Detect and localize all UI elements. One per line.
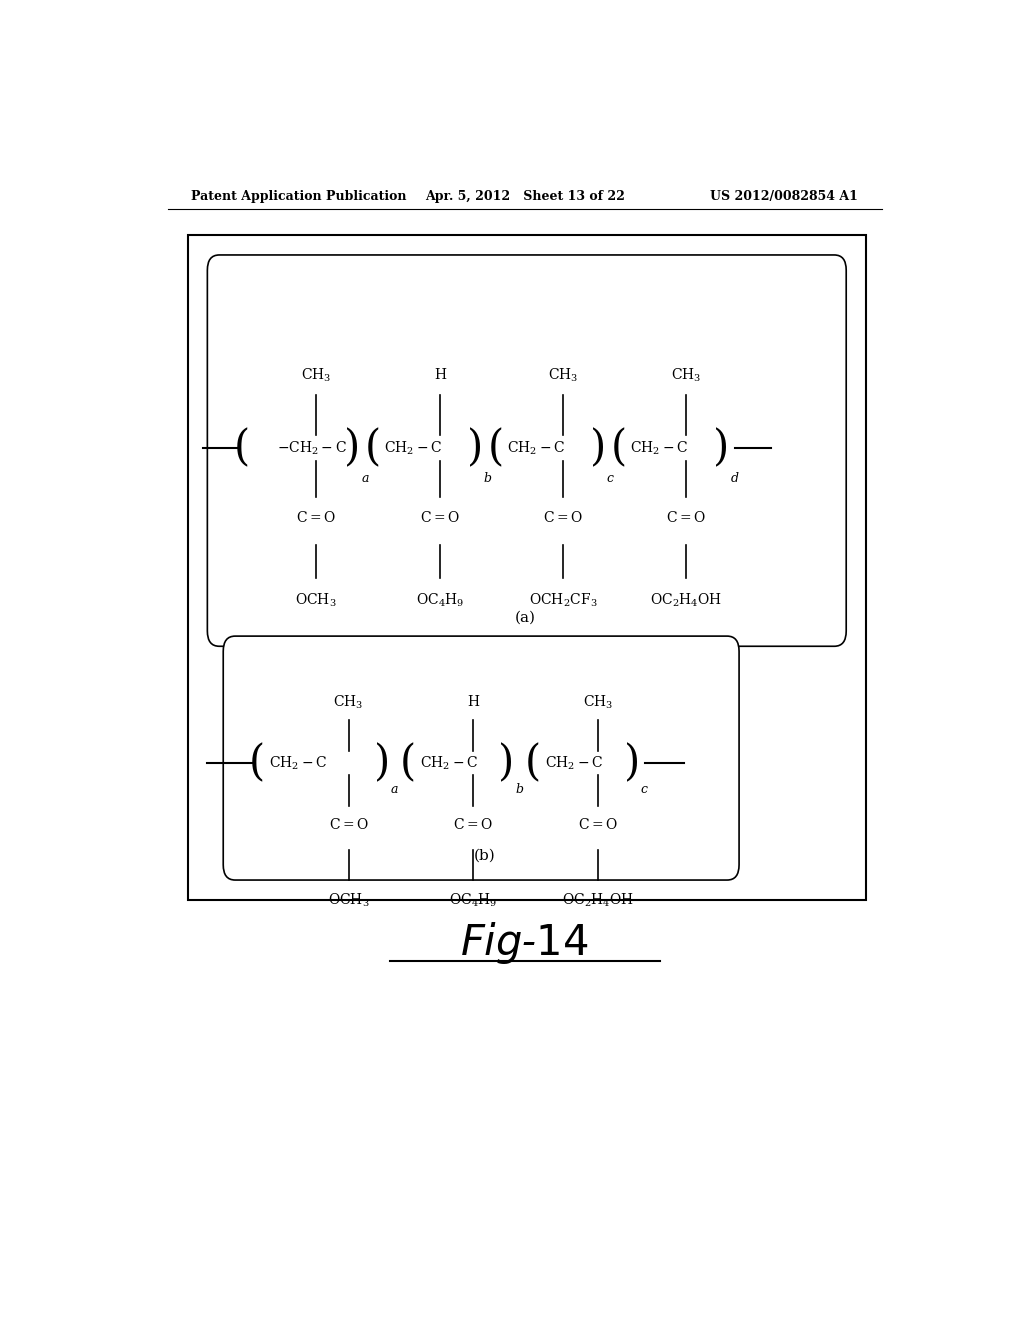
Text: Patent Application Publication: Patent Application Publication — [191, 190, 407, 202]
Text: H: H — [434, 368, 445, 381]
Text: $\mathregular{C=O}$: $\mathregular{C=O}$ — [454, 817, 494, 832]
Text: (b): (b) — [474, 849, 496, 863]
Text: $\it{Fig}$-$\it{14}$: $\it{Fig}$-$\it{14}$ — [461, 920, 589, 966]
Text: $\mathregular{C=O}$: $\mathregular{C=O}$ — [543, 510, 583, 524]
Text: ): ) — [374, 742, 390, 784]
FancyBboxPatch shape — [207, 255, 846, 647]
Text: (: ( — [365, 428, 381, 469]
FancyBboxPatch shape — [223, 636, 739, 880]
Text: (: ( — [610, 428, 627, 469]
Text: d: d — [730, 473, 738, 484]
Text: $\mathregular{OC_2H_4OH}$: $\mathregular{OC_2H_4OH}$ — [650, 591, 722, 610]
Text: $\mathregular{CH_2}-\mathregular{C}$: $\mathregular{CH_2}-\mathregular{C}$ — [631, 440, 688, 457]
Text: (: ( — [524, 742, 541, 784]
Text: H: H — [467, 696, 479, 709]
Text: $\mathregular{C=O}$: $\mathregular{C=O}$ — [329, 817, 369, 832]
Text: Apr. 5, 2012   Sheet 13 of 22: Apr. 5, 2012 Sheet 13 of 22 — [425, 190, 625, 202]
Text: $\mathregular{OC_4H_9}$: $\mathregular{OC_4H_9}$ — [449, 892, 498, 909]
Text: $\mathregular{CH_2}-\mathregular{C}$: $\mathregular{CH_2}-\mathregular{C}$ — [507, 440, 565, 457]
Text: US 2012/0082854 A1: US 2012/0082854 A1 — [711, 190, 858, 202]
Text: $\mathregular{OCH_2CF_3}$: $\mathregular{OCH_2CF_3}$ — [528, 591, 597, 610]
Text: (a): (a) — [514, 611, 536, 624]
Text: b: b — [483, 473, 492, 484]
Text: (: ( — [487, 428, 504, 469]
Text: $\mathregular{C=O}$: $\mathregular{C=O}$ — [578, 817, 617, 832]
Text: (: ( — [249, 742, 265, 784]
Text: b: b — [515, 783, 523, 796]
Text: $\mathregular{OCH_3}$: $\mathregular{OCH_3}$ — [328, 892, 370, 909]
Text: $\mathregular{CH_3}$: $\mathregular{CH_3}$ — [583, 693, 613, 711]
Text: $\mathregular{CH_2}-\mathregular{C}$: $\mathregular{CH_2}-\mathregular{C}$ — [545, 755, 603, 772]
Text: ): ) — [344, 428, 360, 469]
Text: $\mathregular{CH_3}$: $\mathregular{CH_3}$ — [301, 366, 331, 384]
Text: (: ( — [233, 428, 250, 469]
Bar — [187, 235, 866, 900]
Text: $\mathregular{C=O}$: $\mathregular{C=O}$ — [296, 510, 336, 524]
Text: ): ) — [624, 742, 640, 784]
Text: $\mathregular{OC_4H_9}$: $\mathregular{OC_4H_9}$ — [416, 591, 464, 610]
Text: ): ) — [714, 428, 730, 469]
Text: a: a — [391, 783, 398, 796]
Text: $\mathregular{CH_3}$: $\mathregular{CH_3}$ — [548, 366, 579, 384]
Text: $\mathregular{CH_3}$: $\mathregular{CH_3}$ — [334, 693, 364, 711]
Text: c: c — [606, 473, 613, 484]
Text: $\mathregular{CH_2}-\mathregular{C}$: $\mathregular{CH_2}-\mathregular{C}$ — [269, 755, 328, 772]
Text: ): ) — [499, 742, 515, 784]
Text: ): ) — [467, 428, 483, 469]
Text: $\mathregular{CH_3}$: $\mathregular{CH_3}$ — [671, 366, 701, 384]
Text: $\mathregular{CH_2}-\mathregular{C}$: $\mathregular{CH_2}-\mathregular{C}$ — [384, 440, 442, 457]
Text: ): ) — [590, 428, 606, 469]
Text: $\mathregular{C=O}$: $\mathregular{C=O}$ — [666, 510, 706, 524]
Text: c: c — [641, 783, 647, 796]
Text: (: ( — [400, 742, 417, 784]
Text: $\mathregular{CH_2}-\mathregular{C}$: $\mathregular{CH_2}-\mathregular{C}$ — [420, 755, 478, 772]
Text: $\mathregular{OCH_3}$: $\mathregular{OCH_3}$ — [295, 591, 337, 610]
Text: $\mathregular{C=O}$: $\mathregular{C=O}$ — [420, 510, 460, 524]
Text: a: a — [361, 473, 369, 484]
Text: $-\mathregular{CH_2}-\mathregular{C}$: $-\mathregular{CH_2}-\mathregular{C}$ — [278, 440, 347, 457]
Text: $\mathregular{OC_2H_4OH}$: $\mathregular{OC_2H_4OH}$ — [562, 892, 634, 909]
